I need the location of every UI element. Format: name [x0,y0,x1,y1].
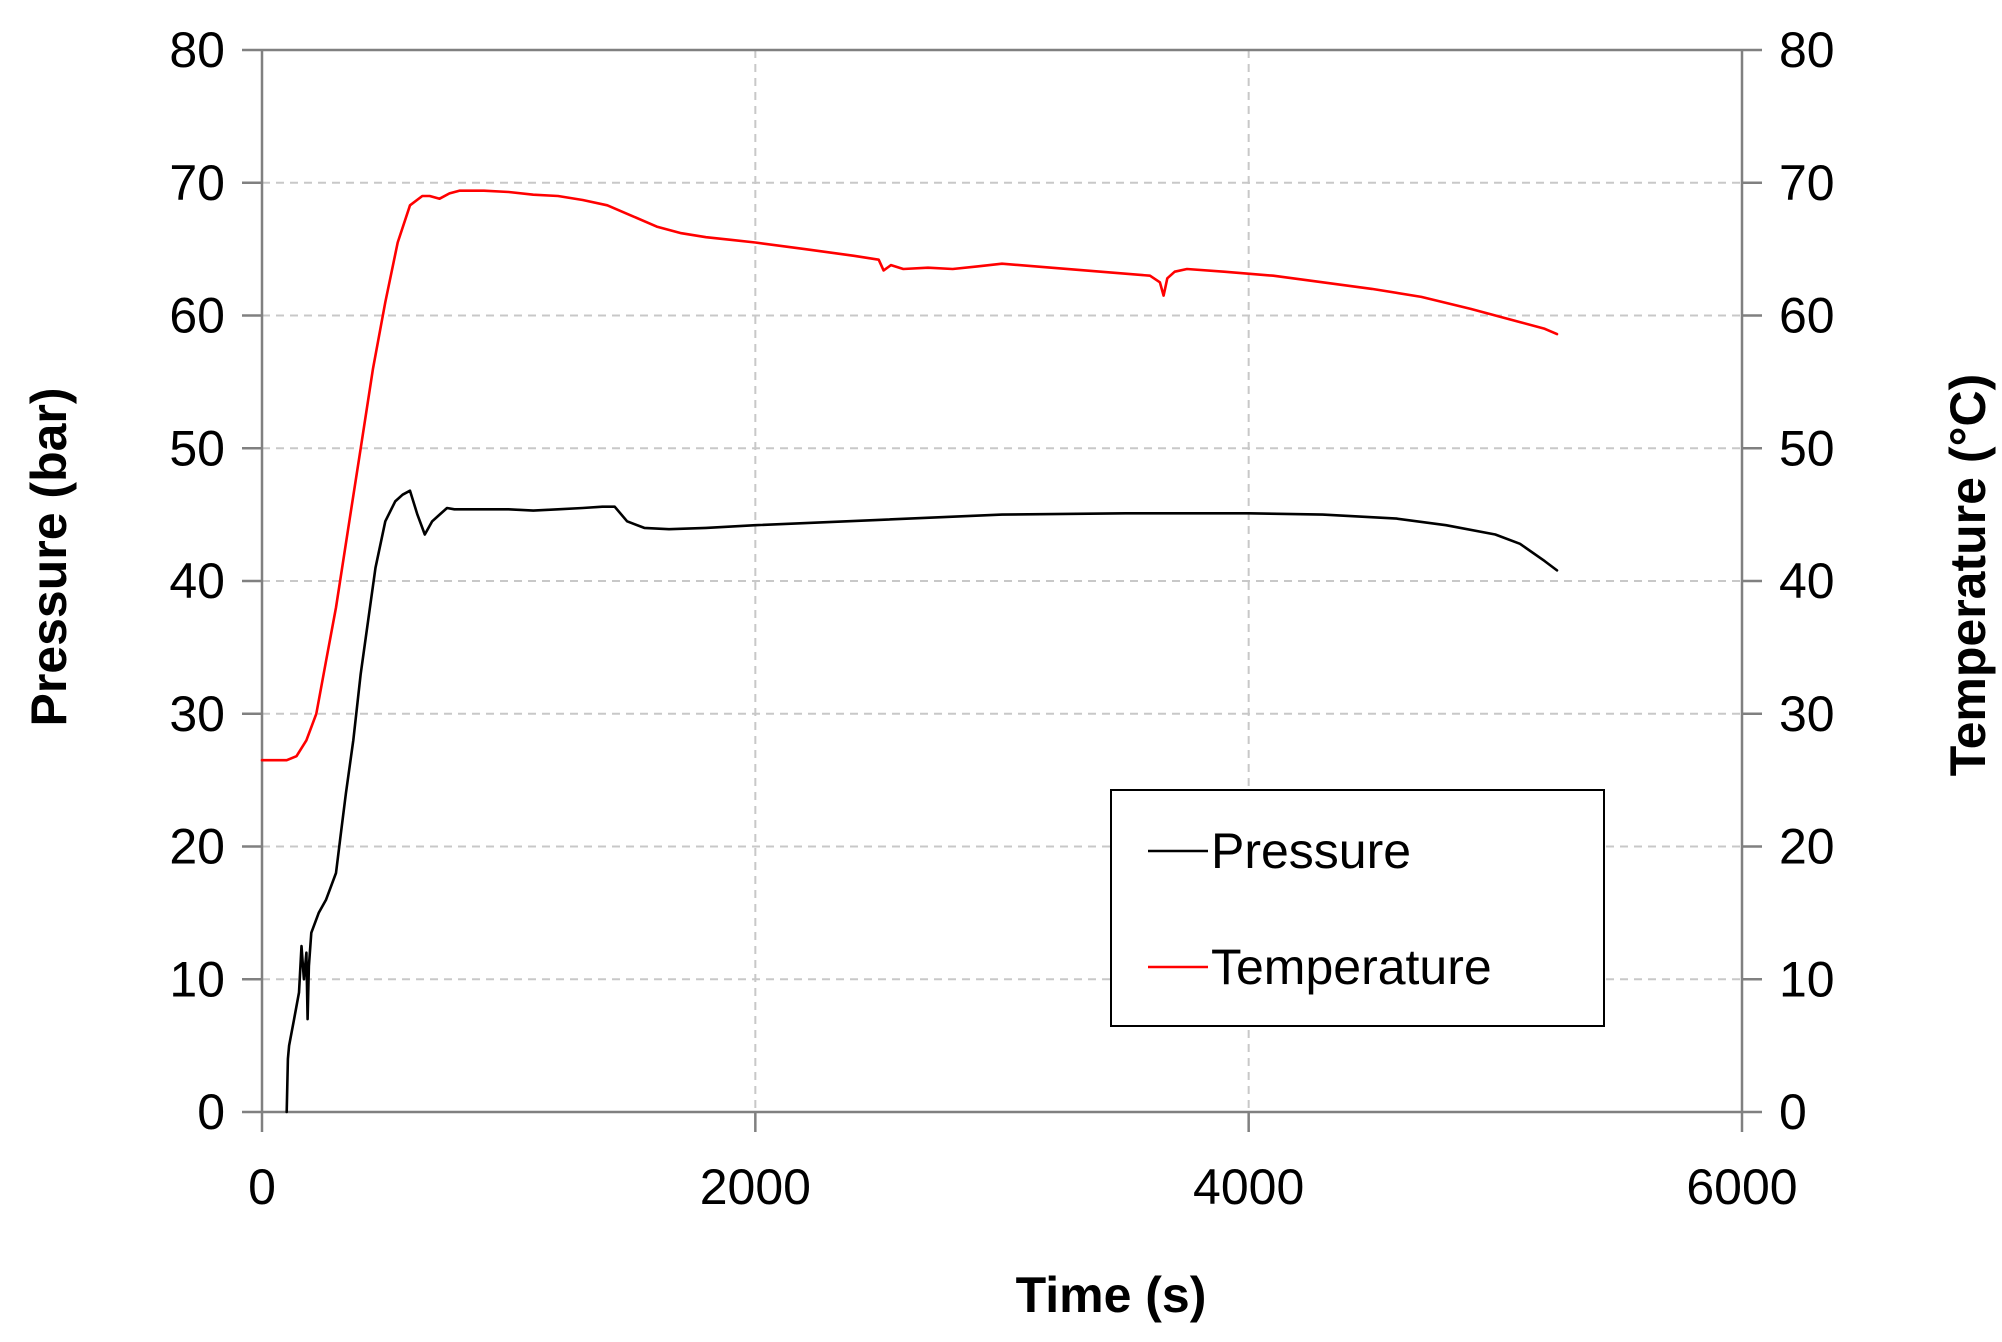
y-tick-label-left: 50 [169,420,225,476]
y-tick-label-left: 70 [169,155,225,211]
y-tick-label-left: 30 [169,686,225,742]
x-tick-label: 2000 [700,1159,811,1215]
tick-labels: 0 10 20 30 40 50 60 70 80 0 10 20 30 40 50 60 70 80 0 2000 4… [169,22,1834,1215]
y-tick-label-right: 10 [1779,951,1835,1007]
y-tick-label-right: 80 [1779,22,1835,78]
legend-label-pressure: Pressure [1211,823,1411,879]
legend: Pressure Temperature [1110,789,1605,1027]
y-tick-label-right: 50 [1779,420,1835,476]
y-tick-label-right: 40 [1779,553,1835,609]
y-tick-label-left: 10 [169,951,225,1007]
axes [242,48,1762,1132]
x-tick-label: 0 [248,1159,276,1215]
y-axis-title-right: Temperature (°C) [1940,374,1996,776]
series-lines [260,189,1559,1114]
x-tick-label: 4000 [1193,1159,1304,1215]
y-tick-label-left: 40 [169,553,225,609]
y-tick-label-right: 0 [1779,1084,1807,1140]
y-tick-label-left: 20 [169,819,225,875]
x-tick-label: 6000 [1686,1159,1797,1215]
y-tick-label-left: 60 [169,288,225,344]
y-tick-label-left: 80 [169,22,225,78]
y-axis-title-left: Pressure (bar) [21,387,77,726]
y-tick-label-right: 30 [1779,686,1835,742]
x-axis-title: Time (s) [1016,1267,1207,1323]
series-line-pressure [285,489,1559,1114]
y-tick-label-right: 60 [1779,288,1835,344]
y-tick-label-left: 0 [197,1084,225,1140]
y-tick-label-right: 20 [1779,819,1835,875]
series-line-temperature [260,189,1559,762]
y-tick-label-right: 70 [1779,155,1835,211]
legend-box [1110,789,1605,1027]
legend-label-temperature: Temperature [1211,939,1492,995]
